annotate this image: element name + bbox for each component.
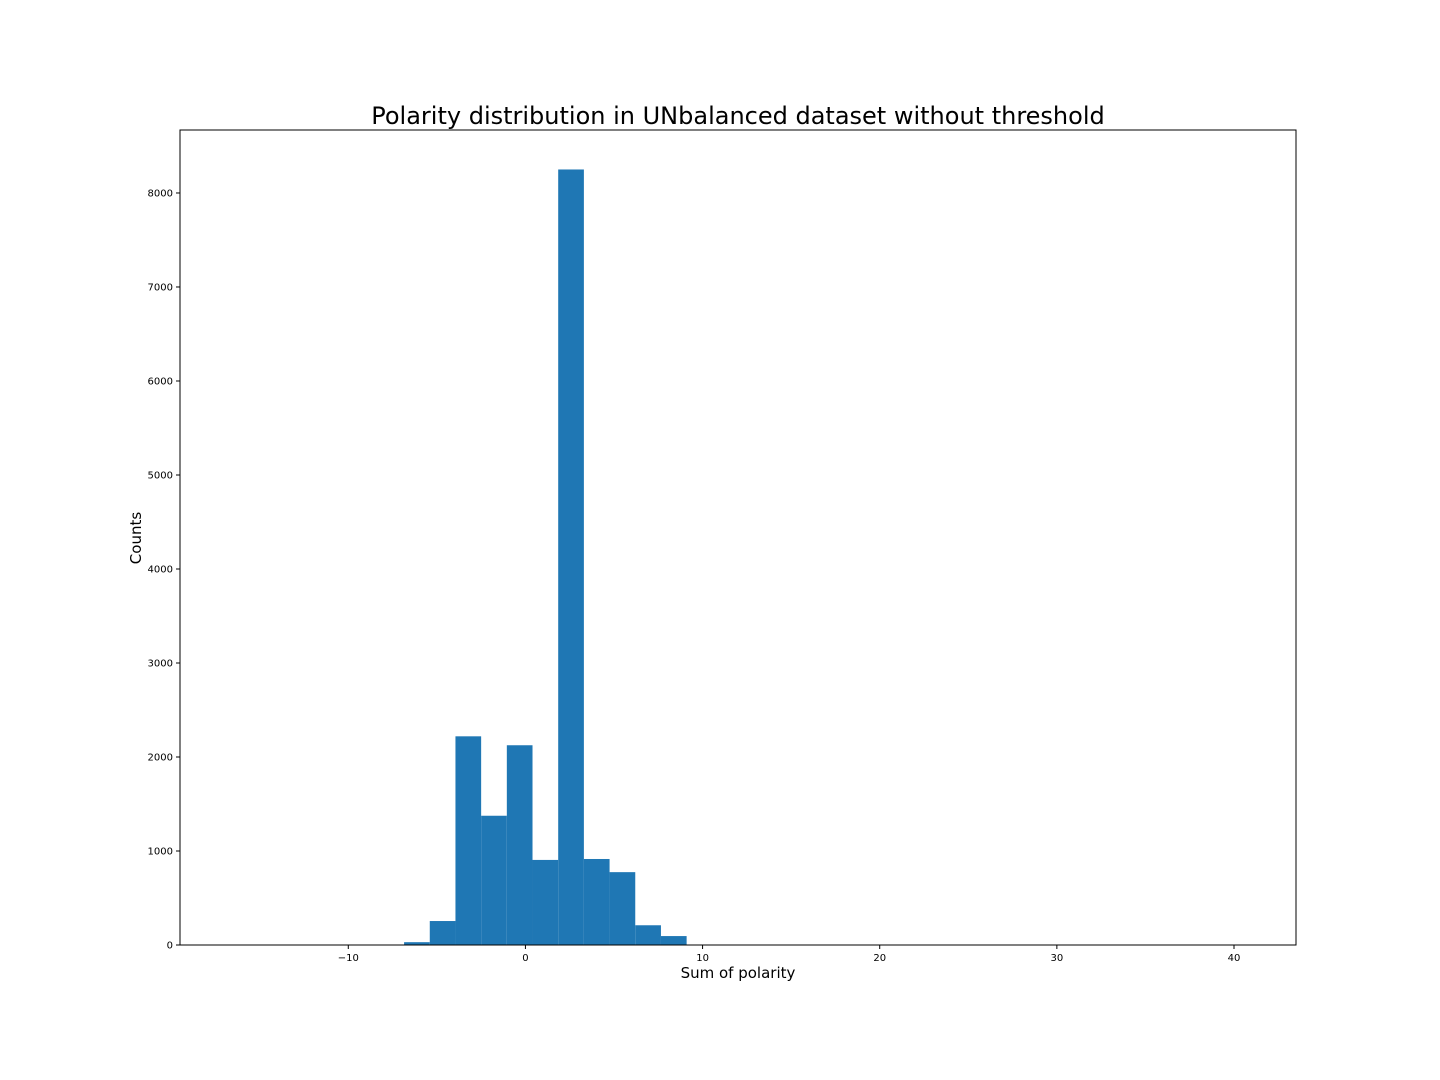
chart-title: Polarity distribution in UNbalanced data… [371,102,1104,130]
y-axis-ticks: 0 1000 2000 3000 4000 5000 6000 7000 8000 [148,188,180,952]
plot-frame [179,129,1297,946]
x-tick-label: 10 [696,953,709,964]
histogram-bar [635,925,661,945]
y-tick-label: 1000 [148,846,173,857]
histogram-bar [609,872,636,945]
x-tick-label: 0 [522,953,528,964]
bars-group [378,169,918,946]
histogram-bar [481,815,507,945]
x-tick-label: 20 [873,953,886,964]
histogram-bar [583,858,610,945]
x-tick-label: −10 [338,953,359,964]
y-axis-label: Counts [127,512,145,565]
y-tick-label: 4000 [148,564,173,575]
x-axis-ticks: −10 0 10 20 30 40 [338,945,1241,964]
histogram-bar [506,745,533,945]
histogram-bar [558,169,584,946]
histogram-bar [404,942,430,945]
x-tick-label: 40 [1228,953,1241,964]
x-axis-label: Sum of polarity [681,964,796,982]
y-tick-label: 2000 [148,752,173,763]
histogram-bar [455,736,482,945]
histogram-bar [532,859,559,945]
y-tick-label: 8000 [148,188,173,199]
y-tick-label: 7000 [148,282,173,293]
y-tick-label: 5000 [148,470,173,481]
histogram-bar [429,921,456,945]
y-tick-label: 0 [167,941,173,952]
y-tick-label: 6000 [148,376,173,387]
y-tick-label: 3000 [148,658,173,669]
histogram-bar [660,936,687,945]
x-tick-label: 30 [1050,953,1063,964]
